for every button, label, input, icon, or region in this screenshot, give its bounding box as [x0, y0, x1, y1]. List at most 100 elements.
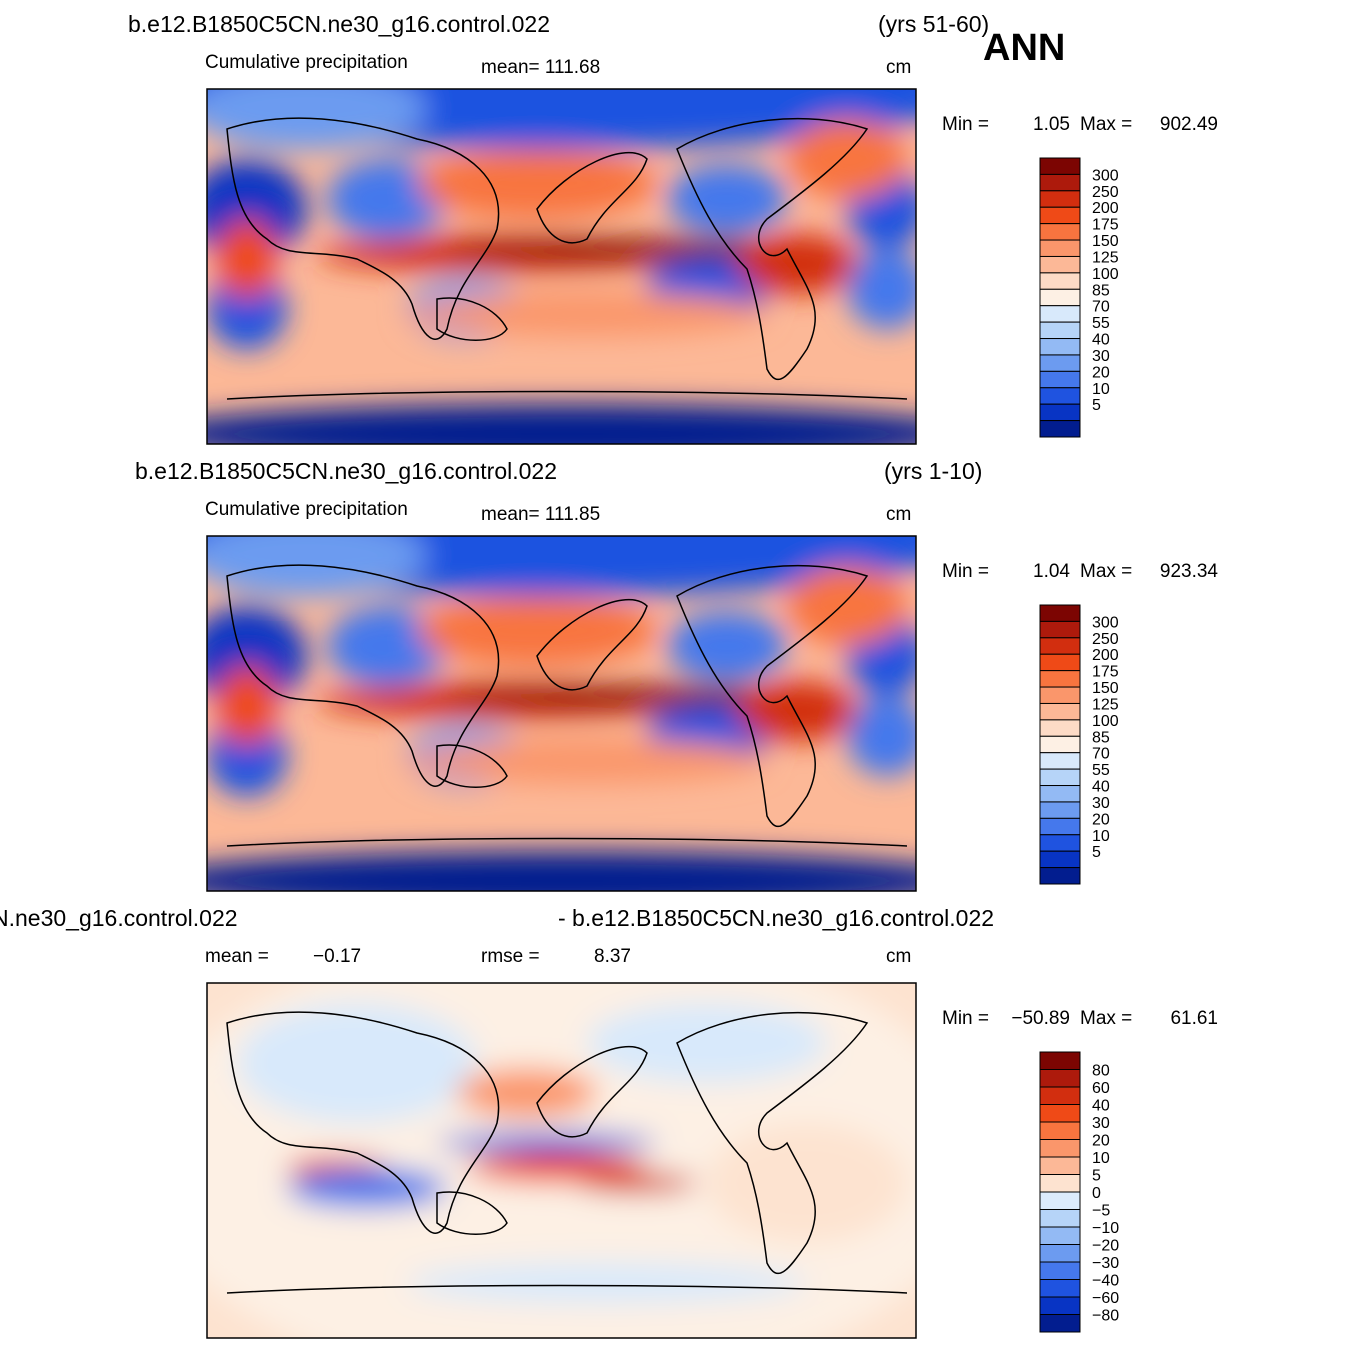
map-field	[207, 983, 916, 1338]
case-title: N.ne30_g16.control.022	[0, 905, 238, 931]
colorbar-box	[1039, 190, 1081, 208]
colorbar-label: −5	[1092, 1203, 1110, 1220]
field-label: Cumulative precipitation	[205, 52, 408, 73]
colorbar-label: 175	[1092, 664, 1119, 681]
min-label: Min =	[942, 561, 989, 582]
colorbar-box	[1039, 702, 1081, 721]
years-label: (yrs 51-60)	[878, 11, 989, 37]
units-label: cm	[886, 504, 911, 525]
colorbar-box	[1039, 1226, 1081, 1245]
colorbar-label: 30	[1092, 1115, 1110, 1132]
panel: N.ne30_g16.control.022 - b.e12.B1850C5CN.…	[0, 905, 1218, 1339]
colorbar-box	[1039, 1069, 1081, 1088]
field-region	[407, 739, 767, 783]
colorbar-label: 40	[1092, 332, 1110, 349]
colorbar-label: −20	[1092, 1238, 1119, 1255]
field-region	[207, 269, 287, 349]
colorbar-label: 250	[1092, 184, 1119, 201]
field-region	[737, 681, 857, 741]
colorbar-box	[1039, 338, 1081, 356]
colorbar-box	[1039, 321, 1081, 340]
colorbar-box	[1039, 1086, 1081, 1105]
colorbar-label: 100	[1092, 266, 1119, 283]
colorbar-box	[1039, 785, 1081, 803]
field-region	[407, 292, 767, 336]
colorbar-label: 70	[1092, 299, 1110, 316]
field-label: Cumulative precipitation	[205, 499, 408, 520]
colorbar-box	[1039, 1244, 1081, 1263]
colorbar-box	[1039, 1261, 1081, 1280]
colorbar-label: 55	[1092, 315, 1110, 332]
colorbar-label: 100	[1092, 713, 1119, 730]
colorbar-label: −10	[1092, 1220, 1119, 1237]
field-region	[327, 606, 447, 686]
colorbar-label: −60	[1092, 1290, 1119, 1307]
colorbar-label: 125	[1092, 249, 1119, 266]
field-region	[407, 1263, 807, 1303]
rmse-value: 8.37	[594, 946, 631, 967]
coastline	[226, 117, 908, 400]
field-blobs	[207, 89, 916, 444]
map-field	[207, 89, 916, 444]
colorbar-box	[1039, 620, 1081, 639]
colorbar-label: 5	[1092, 1168, 1101, 1185]
colorbar-box	[1039, 834, 1081, 852]
field-region	[207, 851, 916, 891]
colorbar-box	[1039, 719, 1081, 737]
colorbar-box	[1039, 1051, 1081, 1070]
field-region	[327, 159, 447, 239]
colorbar-box	[1039, 1296, 1081, 1315]
field-region	[207, 89, 427, 149]
field-region	[587, 1003, 827, 1083]
colorbar-label: −80	[1092, 1308, 1119, 1325]
colorbar-label: 200	[1092, 647, 1119, 664]
colorbar-label: 0	[1092, 1185, 1101, 1202]
field-region	[667, 164, 787, 234]
colorbar-box	[1039, 1156, 1081, 1175]
colorbar-label: 5	[1092, 397, 1101, 414]
field-region	[457, 1068, 597, 1118]
case-title: b.e12.B1850C5CN.ne30_g16.control.022	[128, 11, 550, 37]
field-region	[207, 404, 916, 444]
colorbar-label: 55	[1092, 762, 1110, 779]
max-label: Max =	[1080, 561, 1132, 582]
years-label: - b.e12.B1850C5CN.ne30_g16.control.022	[558, 905, 994, 931]
field-blobs	[207, 983, 916, 1338]
colorbar-label: 70	[1092, 746, 1110, 763]
colorbar-box	[1039, 403, 1081, 422]
colorbar-label: 175	[1092, 217, 1119, 234]
max-value: 61.61	[1170, 1008, 1218, 1029]
field-region	[207, 536, 427, 596]
map-frame	[206, 88, 917, 445]
min-label: Min =	[942, 114, 989, 135]
colorbar-label: 200	[1092, 200, 1119, 217]
panel: b.e12.B1850C5CN.ne30_g16.control.022 (yrs…	[128, 11, 1218, 445]
colorbar-label: 60	[1092, 1080, 1110, 1097]
case-title: b.e12.B1850C5CN.ne30_g16.control.022	[135, 458, 557, 484]
colorbar-box	[1039, 288, 1081, 307]
colorbar-box	[1039, 637, 1081, 655]
field-region	[217, 666, 277, 746]
colorbar-label: 300	[1092, 167, 1119, 184]
colorbar-box	[1039, 206, 1081, 225]
colorbar-label: 150	[1092, 233, 1119, 250]
colorbar-box	[1039, 1139, 1081, 1158]
years-label: (yrs 1-10)	[884, 458, 982, 484]
min-value: 1.05	[1033, 114, 1070, 135]
colorbar-label: 125	[1092, 696, 1119, 713]
max-value: 902.49	[1160, 114, 1218, 135]
colorbar-box	[1039, 850, 1081, 869]
colorbar-label: 40	[1092, 779, 1110, 796]
max-label: Max =	[1080, 114, 1132, 135]
panel: b.e12.B1850C5CN.ne30_g16.control.022 (yrs…	[135, 458, 1218, 892]
field-region	[847, 249, 916, 329]
colorbar-label: 30	[1092, 348, 1110, 365]
field-region	[787, 119, 907, 199]
min-label: Min =	[942, 1008, 989, 1029]
field-region	[287, 1168, 447, 1208]
colorbar-box	[1039, 686, 1081, 704]
field-label: mean =	[205, 946, 269, 967]
colorbar-label: 85	[1092, 729, 1110, 746]
colorbar-box	[1039, 420, 1081, 438]
